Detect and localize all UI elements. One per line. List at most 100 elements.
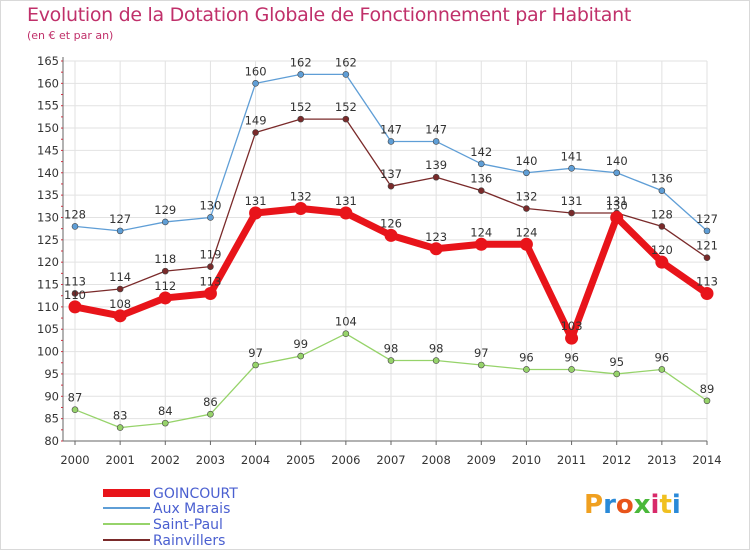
x-tick-label: 2011: [557, 453, 586, 467]
y-tick-label: 145: [37, 143, 59, 157]
data-point: [613, 169, 621, 177]
data-label: 160: [245, 64, 267, 78]
logo-letter: x: [633, 490, 651, 520]
data-label: 96: [655, 350, 670, 364]
x-tick-label: 2010: [512, 453, 541, 467]
data-label: 104: [335, 315, 357, 329]
data-point: [116, 424, 124, 431]
data-point: [387, 182, 395, 190]
data-point: [523, 205, 530, 212]
data-label: 120: [651, 243, 673, 257]
legend-label: Aux Marais: [153, 501, 230, 517]
data-point: [384, 228, 398, 242]
logo-letter: t: [659, 490, 672, 520]
data-label: 152: [335, 100, 357, 114]
data-label: 113: [696, 274, 718, 288]
data-label: 131: [606, 194, 628, 208]
y-tick-label: 90: [44, 389, 59, 403]
y-tick-label: 165: [37, 54, 59, 68]
data-label: 108: [109, 297, 131, 311]
data-label: 130: [606, 198, 628, 212]
data-label: 87: [68, 391, 83, 405]
x-tick-label: 2002: [151, 453, 180, 467]
data-label: 97: [248, 346, 263, 360]
x-tick-label: 2014: [692, 453, 721, 467]
data-point: [249, 206, 263, 220]
data-label: 121: [696, 239, 718, 253]
data-point: [116, 227, 124, 235]
legend-label: Rainvillers: [153, 533, 225, 549]
data-label: 113: [199, 274, 221, 288]
data-point: [474, 237, 488, 251]
data-label: 139: [425, 158, 447, 172]
data-point: [71, 406, 79, 414]
data-point: [297, 352, 305, 360]
data-point: [207, 263, 214, 270]
data-point: [297, 115, 305, 123]
x-tick-label: 2001: [106, 453, 135, 467]
data-point: [703, 254, 711, 262]
x-tick-label: 2009: [467, 453, 496, 467]
y-tick-label: 100: [37, 345, 59, 359]
data-label: 128: [651, 207, 673, 221]
x-tick-label: 2008: [422, 453, 451, 467]
data-label: 96: [519, 350, 534, 364]
data-point: [432, 173, 440, 181]
logo-letter: o: [615, 490, 634, 520]
data-point: [568, 209, 575, 217]
data-label: 113: [64, 274, 86, 288]
data-point: [68, 300, 82, 314]
data-label: 124: [470, 225, 492, 239]
data-point: [519, 237, 533, 251]
x-tick-label: 2003: [196, 453, 225, 467]
data-label: 141: [561, 149, 583, 163]
data-point: [613, 370, 621, 378]
x-tick-label: 2005: [286, 453, 315, 467]
data-point: [568, 164, 575, 172]
data-point: [568, 366, 575, 373]
x-tick-label: 2013: [647, 453, 676, 467]
y-tick-label: 140: [37, 166, 59, 180]
logo-letter: P: [584, 490, 604, 520]
x-tick-label: 2004: [241, 453, 270, 467]
data-point: [161, 267, 169, 275]
legend-label: Saint-Paul: [153, 517, 223, 533]
legend-label: GOINCOURT: [153, 486, 238, 502]
data-label: 127: [109, 212, 131, 226]
data-point: [71, 223, 79, 230]
y-tick-label: 125: [37, 233, 59, 247]
data-point: [523, 169, 530, 177]
proxiti-logo: Proxiti: [584, 490, 681, 520]
data-label: 142: [470, 145, 492, 159]
data-point: [387, 357, 395, 364]
data-label: 129: [154, 203, 176, 217]
data-point: [297, 71, 305, 78]
data-label: 162: [290, 55, 312, 69]
series-lines: [68, 71, 714, 431]
data-point: [477, 160, 485, 168]
data-label: 128: [64, 207, 86, 221]
data-point: [203, 286, 217, 300]
data-label: 119: [199, 248, 221, 262]
data-label: 96: [564, 350, 579, 364]
data-label: 140: [606, 154, 628, 168]
y-tick-label: 155: [37, 99, 59, 113]
data-label: 147: [380, 122, 402, 136]
x-tick-label: 2006: [331, 453, 360, 467]
data-label: 103: [561, 319, 583, 333]
data-label: 124: [515, 225, 537, 239]
data-point: [342, 115, 350, 123]
data-point: [658, 187, 666, 194]
data-label: 118: [154, 252, 176, 266]
data-point: [252, 361, 259, 369]
data-label: 98: [384, 342, 399, 356]
data-label: 97: [474, 346, 489, 360]
x-tick-label: 2000: [60, 453, 89, 467]
data-point: [658, 223, 666, 230]
data-point: [161, 218, 169, 226]
data-point: [610, 210, 624, 224]
data-point: [116, 285, 124, 293]
data-point: [207, 410, 214, 418]
